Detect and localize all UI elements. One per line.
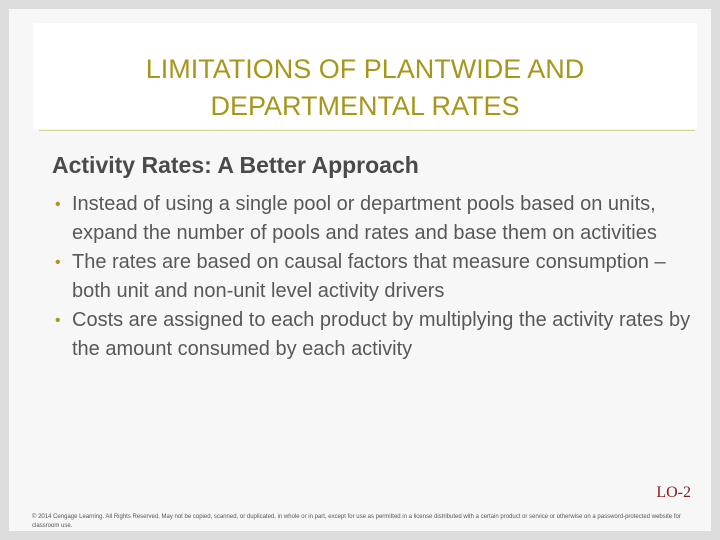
bullet-text: Instead of using a single pool or depart… <box>72 193 657 244</box>
bullet-icon: • <box>55 254 61 271</box>
bullet-text: The rates are based on causal factors th… <box>72 251 666 302</box>
title-divider <box>39 130 695 131</box>
slide-subtitle: Activity Rates: A Better Approach <box>52 152 419 178</box>
slide-title: LIMITATIONS OF PLANTWIDE AND DEPARTMENTA… <box>145 54 585 121</box>
bullet-icon: • <box>55 196 61 213</box>
title-box: LIMITATIONS OF PLANTWIDE AND DEPARTMENTA… <box>33 23 697 129</box>
slide-frame: LIMITATIONS OF PLANTWIDE AND DEPARTMENTA… <box>9 9 711 531</box>
copyright-footer: © 2014 Cengage Learning. All Rights Rese… <box>32 514 681 529</box>
bullet-item: • The rates are based on causal factors … <box>52 248 702 306</box>
bullet-item: • Costs are assigned to each product by … <box>52 306 702 364</box>
bullet-text: Costs are assigned to each product by mu… <box>72 309 691 360</box>
learning-objective-label: LO-2 <box>656 484 691 501</box>
bullet-list: • Instead of using a single pool or depa… <box>52 190 702 364</box>
bullet-icon: • <box>55 312 61 329</box>
bullet-item: • Instead of using a single pool or depa… <box>52 190 702 248</box>
